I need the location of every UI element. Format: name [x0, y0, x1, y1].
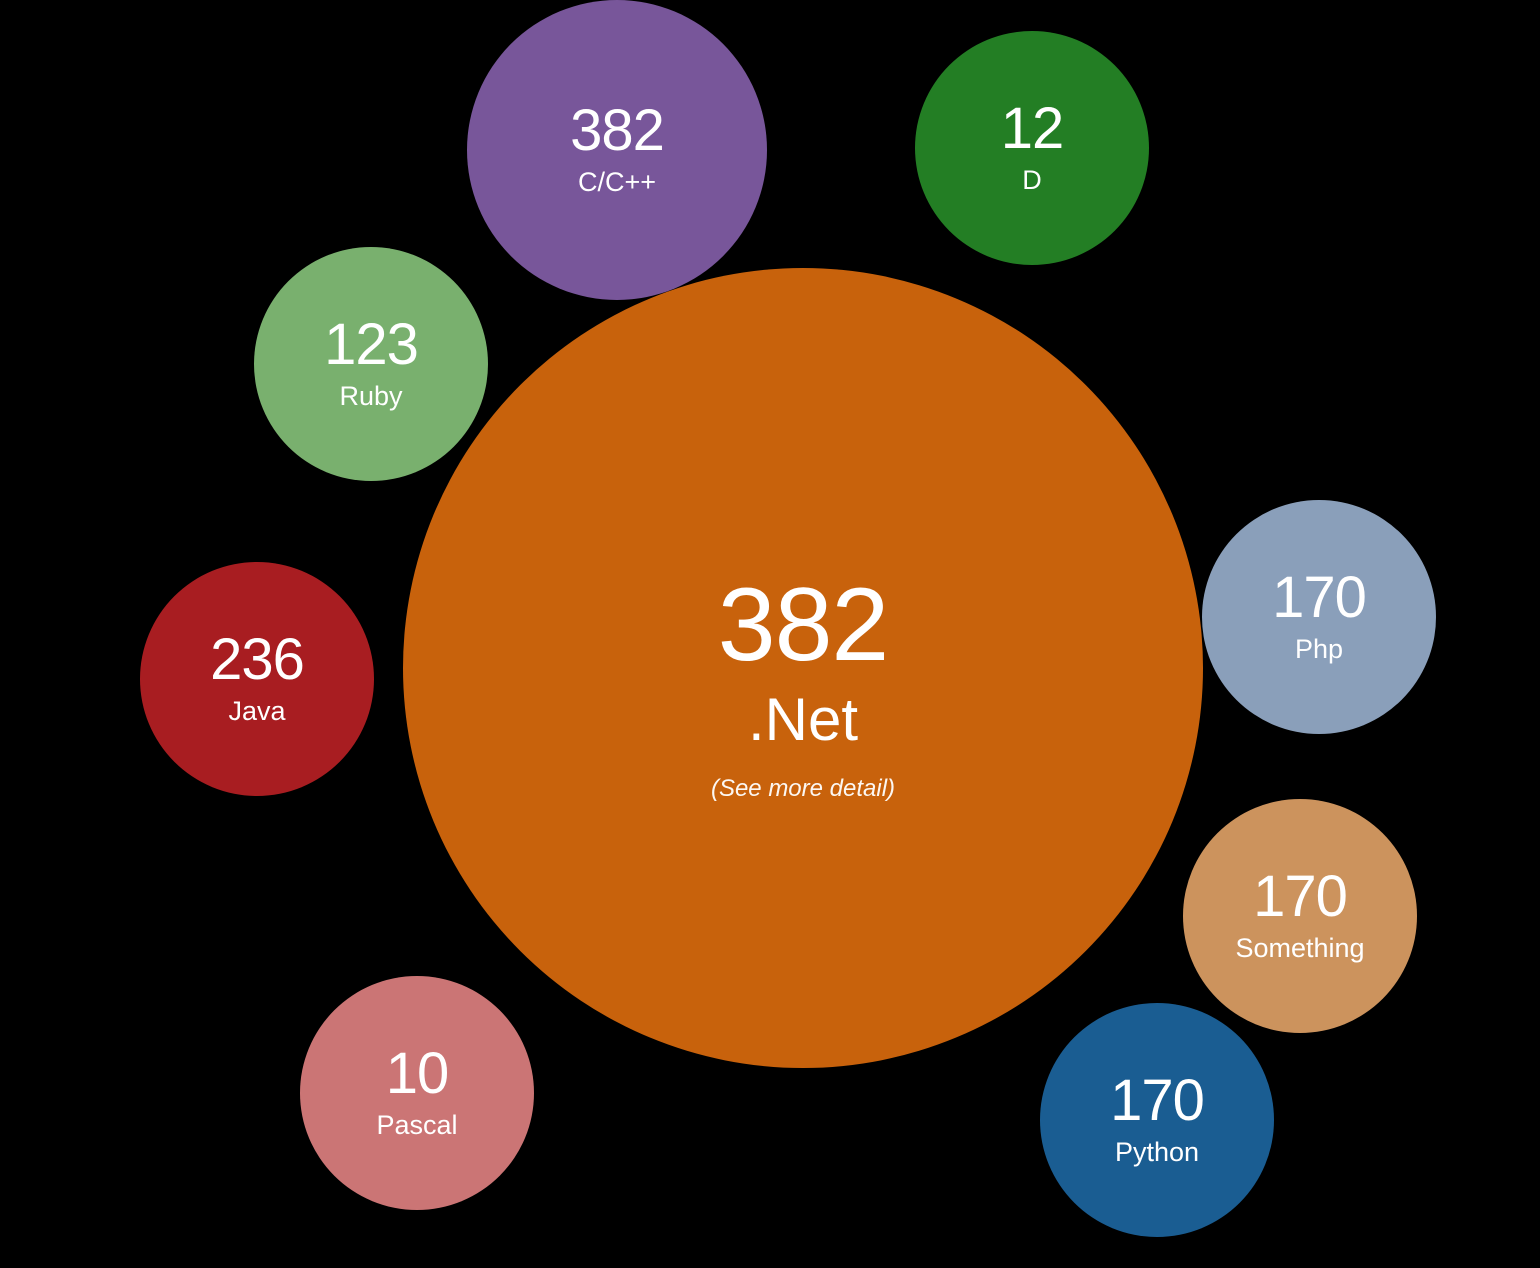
- bubble-pascal[interactable]: 10 Pascal: [300, 976, 534, 1210]
- bubble-value: 12: [1000, 96, 1065, 162]
- bubble-java[interactable]: 236 Java: [140, 562, 374, 796]
- bubble-label: Something: [1235, 933, 1365, 964]
- bubble-value: 170: [1110, 1068, 1205, 1134]
- bubble-value: 382: [570, 98, 665, 164]
- bubble-label: Python: [1114, 1137, 1200, 1168]
- bubble-d[interactable]: 12 D: [915, 31, 1149, 265]
- bubble-ruby[interactable]: 123 Ruby: [254, 247, 488, 481]
- bubble-php[interactable]: 170 Php: [1202, 500, 1436, 734]
- bubble-label: Java: [228, 696, 286, 727]
- bubble-net[interactable]: 382 .Net (See more detail): [403, 268, 1203, 1068]
- bubble-label: D: [1022, 165, 1042, 196]
- bubble-value: 236: [210, 627, 305, 693]
- bubble-value: 170: [1272, 565, 1367, 631]
- bubble-label: C/C++: [577, 167, 657, 198]
- bubble-value: 123: [324, 312, 419, 378]
- bubble-value: 170: [1253, 864, 1348, 930]
- bubble-value: 382: [717, 566, 890, 683]
- bubble-label: Php: [1294, 634, 1344, 665]
- bubble-label: Pascal: [376, 1110, 458, 1141]
- bubble-value: 10: [385, 1041, 450, 1107]
- bubble-something[interactable]: 170 Something: [1183, 799, 1417, 1033]
- bubble-cpp[interactable]: 382 C/C++: [467, 0, 767, 300]
- bubble-python[interactable]: 170 Python: [1040, 1003, 1274, 1237]
- see-more-detail-link[interactable]: (See more detail): [710, 774, 896, 802]
- bubble-label: .Net: [747, 685, 859, 753]
- bubble-label: Ruby: [339, 381, 403, 412]
